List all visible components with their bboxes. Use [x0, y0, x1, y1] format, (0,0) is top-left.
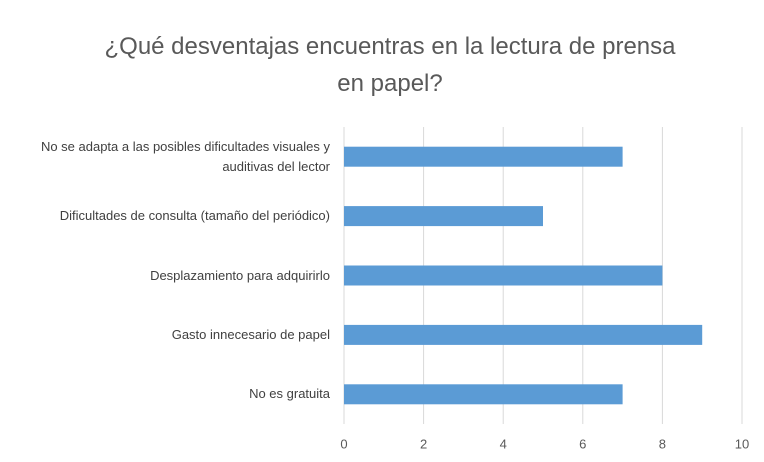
- y-tick-label: Desplazamiento para adquirirlo: [150, 267, 330, 283]
- y-tick-label: Gasto innecesario de papel: [171, 326, 330, 342]
- bar: [344, 206, 543, 227]
- x-tick-label: 6: [579, 436, 586, 451]
- bar: [344, 265, 663, 286]
- y-tick-label: No se adapta a las posibles dificultades…: [40, 138, 330, 174]
- x-tick-label: 0: [340, 436, 347, 451]
- x-tick-label: 4: [500, 436, 507, 451]
- y-tick-label: Dificultades de consulta (tamaño del per…: [59, 208, 330, 224]
- bar: [344, 324, 703, 345]
- x-tick-label: 10: [735, 436, 749, 451]
- x-tick-label: 8: [659, 436, 666, 451]
- chart-title: ¿Qué desventajas encuentras en la lectur…: [104, 33, 676, 97]
- y-tick-label: No es gratuita: [249, 386, 330, 402]
- bar: [344, 146, 623, 167]
- bar: [344, 384, 623, 405]
- x-tick-label: 2: [420, 436, 427, 451]
